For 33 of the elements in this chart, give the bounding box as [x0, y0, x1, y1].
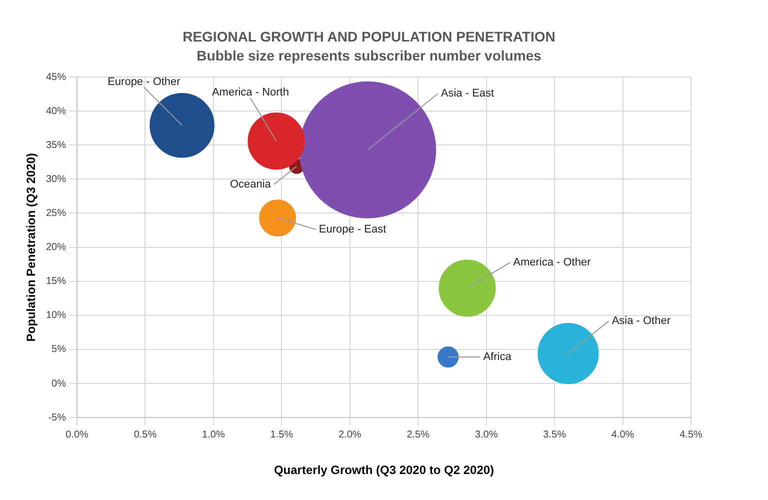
series-label: America - North: [212, 86, 289, 99]
x-tick-label: 4.5%: [680, 429, 703, 440]
x-tick-label: 3.5%: [543, 429, 566, 440]
chart-title: REGIONAL GROWTH AND POPULATION PENETRATION: [182, 28, 556, 45]
y-tick-label: 40%: [46, 106, 66, 117]
y-tick-label: 5%: [52, 344, 66, 356]
y-tick-label: -5%: [48, 412, 66, 424]
y-tick-label: 10%: [46, 310, 66, 322]
y-tick-label: 20%: [46, 242, 66, 254]
series-label: Europe - Other: [108, 76, 181, 88]
series-label: Asia - East: [440, 88, 494, 100]
x-tick-label: 1.0%: [202, 429, 225, 440]
x-tick-label: 3.0%: [474, 429, 498, 440]
x-tick-label: 0.5%: [134, 429, 157, 440]
series-label: America - Other: [513, 256, 592, 268]
x-tick-label: 2.0%: [338, 429, 362, 440]
x-axis-title: Quarterly Growth (Q3 2020 to Q2 2020): [274, 463, 494, 478]
x-tick-label: 0.0%: [66, 429, 89, 440]
y-tick-label: 30%: [46, 174, 66, 185]
series-label: Oceania: [230, 178, 272, 190]
y-axis-title: Population Penetration (Q3 2020): [24, 152, 38, 342]
series-label: Asia - Other: [612, 315, 671, 328]
text: Europe - East: [318, 224, 386, 236]
chart-subtitle: Bubble size represents subscriber number volumes: [196, 47, 542, 64]
x-tick-label: 1.5%: [270, 429, 294, 440]
x-tick-label: 2.5%: [406, 429, 430, 440]
y-tick-label: 0%: [52, 378, 66, 390]
text: Africa: [483, 351, 512, 364]
y-tick-label: 15%: [46, 276, 66, 288]
y-tick-label: 45%: [46, 72, 66, 83]
x-tick-label: 4.0%: [611, 429, 634, 440]
y-tick-label: 25%: [46, 208, 66, 219]
y-tick-label: 35%: [46, 140, 66, 151]
